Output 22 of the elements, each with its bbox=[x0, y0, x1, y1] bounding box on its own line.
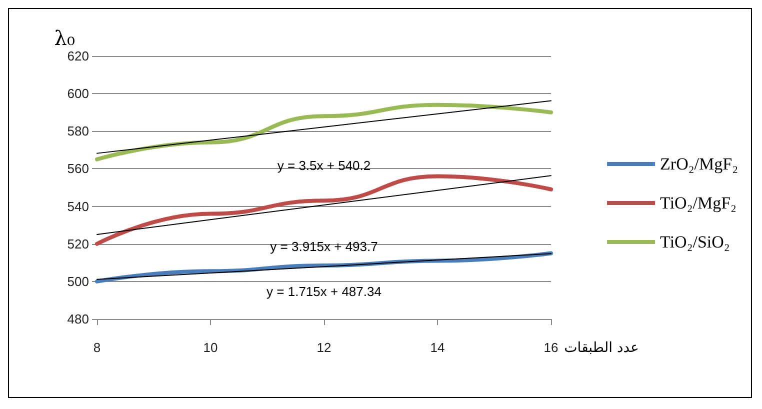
y-axis-title: λ₀ bbox=[54, 26, 75, 50]
annotation: y = 1.715x + 487.34 bbox=[266, 284, 382, 299]
y-tick-label: 620 bbox=[67, 48, 89, 64]
annotation: y = 3.5x + 540.2 bbox=[277, 158, 371, 173]
y-tick-label: 600 bbox=[67, 86, 89, 102]
legend-label: TiO₂/MgF₂ bbox=[660, 194, 736, 212]
y-tick-label: 480 bbox=[67, 312, 89, 326]
legend-label: TiO₂/SiO₂ bbox=[660, 232, 730, 252]
annotation: y = 3.915x + 493.7 bbox=[270, 238, 378, 254]
y-tick-label: 540 bbox=[67, 198, 89, 214]
y-tick-label: 560 bbox=[67, 161, 89, 176]
line-series bbox=[95, 102, 553, 162]
x-tick-label: 12 bbox=[316, 340, 332, 355]
y-tick-label: 520 bbox=[67, 236, 89, 252]
x-tick-label: 16 bbox=[544, 340, 558, 355]
x-tick-label: 14 bbox=[430, 340, 445, 355]
x-axis-title: عدد الطبقات bbox=[564, 340, 639, 356]
y-tick-label: 580 bbox=[67, 124, 89, 139]
x-tick-label: 8 bbox=[93, 340, 101, 355]
y-tick-label: 500 bbox=[67, 274, 89, 289]
legend-label: ZrO₂/MgF₂ bbox=[660, 154, 738, 174]
x-tick-label: 10 bbox=[203, 340, 218, 355]
